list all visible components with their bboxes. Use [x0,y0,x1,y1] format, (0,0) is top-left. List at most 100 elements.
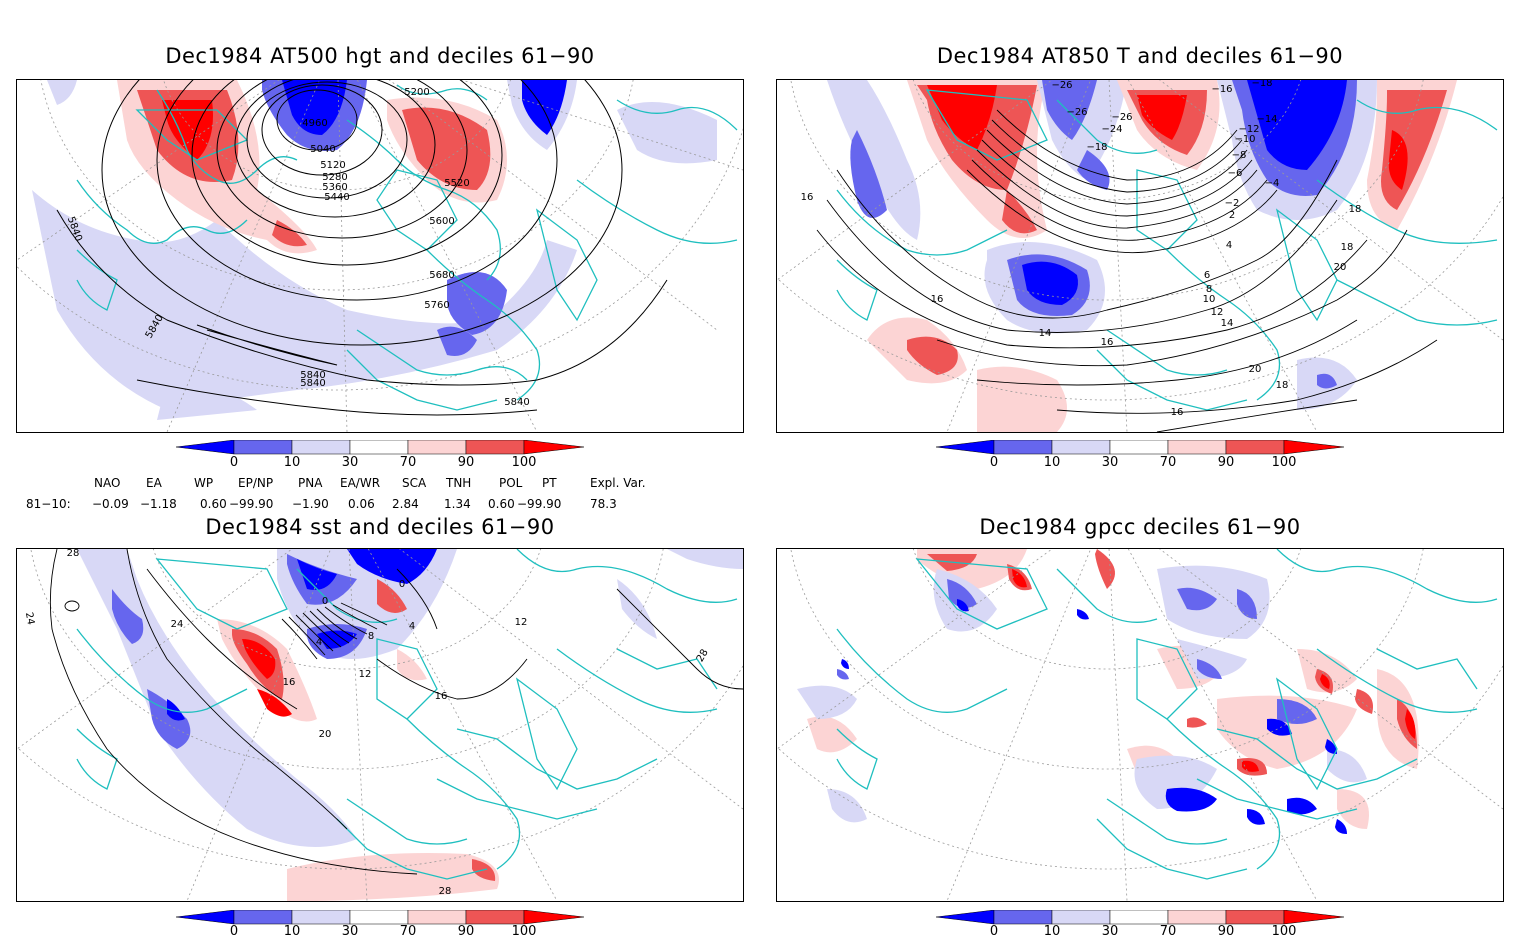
index-value: −99.90 [517,497,562,511]
map-panel-sst: 28 24 24 0 0 4 4 8 12 16 16 20 28 28 12 [16,548,744,902]
index-value: 0.60 [488,497,515,511]
index-value: 0.60 [200,497,227,511]
contour-label: 0 [399,579,405,590]
colorbar-label: 0 [229,455,239,470]
colorbar-label: 90 [1217,924,1235,939]
contour-label: 20 [319,729,332,740]
contour-label: 14 [1039,328,1052,339]
colorbar-label: 10 [283,924,301,939]
index-header: NAO [94,476,121,490]
contour-label: 28 [439,886,452,897]
colorbar-label: 30 [1101,455,1119,470]
contour-label: −16 [1211,84,1232,95]
contour-label: −24 [1101,124,1122,135]
contour-label: 16 [435,691,448,702]
panel-title-tl: Dec1984 AT500 hgt and deciles 61−90 [165,44,595,68]
colorbar-label: 10 [283,455,301,470]
contour-label: −10 [1234,134,1255,145]
contour-label: −18 [1251,80,1272,89]
index-value: 0.06 [348,497,375,511]
contour-label: 24 [23,611,36,625]
index-value: 78.3 [590,497,617,511]
colorbar-label: 70 [1159,924,1177,939]
colorbar-label: 100 [511,924,537,939]
contour-label: 5040 [310,144,335,155]
contour-label: 18 [1276,380,1289,391]
contour-label: 5760 [424,300,449,311]
contour-label: 16 [283,677,296,688]
colorbar-label: 100 [1271,924,1297,939]
contour-label: 12 [1211,307,1224,318]
index-header: EA/WR [340,476,381,490]
contour-label: 5600 [429,216,454,227]
contour-label: 5840 [504,397,529,408]
contour-label: 18 [1341,242,1354,253]
colorbar-label: 100 [511,455,537,470]
contour-label: 12 [359,669,372,680]
colorbar-top-right [936,440,1345,455]
contour-label: 4 [316,637,322,648]
map-panel-t850: −26 −26 −26 −24 −18 −16 −18 −14 −12 −10 … [776,79,1504,433]
contour-label: −4 [1265,178,1280,189]
index-header: POL [499,476,523,490]
index-header: TNH [446,476,472,490]
contour-label: −12 [1238,124,1259,135]
contour-label: 5520 [444,178,469,189]
index-row-label: 81−10: [26,497,71,511]
colorbar-label: 30 [341,455,359,470]
contour-label: 4 [1226,240,1232,251]
contour-label: 0 [322,596,328,607]
contour-label: −26 [1066,107,1087,118]
map-panel-hgt500: 5200 4960 5040 5120 5280 5360 5440 5520 … [16,79,744,433]
index-header: SCA [402,476,427,490]
contour-label: 4960 [302,118,327,129]
contour-label: 5440 [324,192,349,203]
index-value: −1.90 [292,497,329,511]
panel-title-tr: Dec1984 AT850 T and deciles 61−90 [936,44,1344,68]
contour-label: 24 [171,619,184,630]
colorbar-label: 100 [1271,455,1297,470]
index-value: −1.18 [140,497,177,511]
panel-title-bl: Dec1984 sst and deciles 61−90 [205,515,555,539]
contour-label: 16 [1171,407,1184,418]
map-panel-gpcc [776,548,1504,902]
contour-label: 28 [67,549,80,559]
colorbar-label: 0 [229,924,239,939]
contour-label: −8 [1232,150,1247,161]
contour-label: 14 [1221,318,1234,329]
shade-light-blue [32,190,577,410]
contour-label: 5200 [404,87,429,98]
colorbar-bottom-right [936,910,1345,925]
contour-label: −14 [1256,114,1277,125]
colorbar-label: 90 [457,455,475,470]
colorbar-label: 30 [1101,924,1119,939]
index-value: 2.84 [392,497,419,511]
contour-label: −18 [1086,142,1107,153]
contour-label: −2 [1225,198,1240,209]
contour-label: 8 [368,631,374,642]
colorbar-label: 0 [989,455,999,470]
contour-label: −26 [1051,80,1072,91]
contour-label: 20 [1334,262,1347,273]
colorbar-label: 90 [1217,455,1235,470]
colorbar-label: 70 [1159,455,1177,470]
shade-blue-med [447,272,507,335]
colorbar-label: 70 [399,924,417,939]
contour-label: −6 [1228,168,1243,179]
contour-label: 16 [931,294,944,305]
contour-label: 28 [695,647,711,664]
colorbar-label: 30 [341,924,359,939]
colorbar-label: 0 [989,924,999,939]
colorbar-label: 70 [399,455,417,470]
index-header: Expl. Var. [590,476,646,490]
index-header: WP [194,476,214,490]
contour-label: 6 [1204,270,1210,281]
contour-label: 16 [801,192,814,203]
index-header: PNA [298,476,323,490]
contour-label: 5680 [429,270,454,281]
contour-label: 10 [1203,294,1216,305]
contour-label: 5840 [300,370,325,381]
index-header: EA [146,476,162,490]
colorbar-label: 10 [1043,924,1061,939]
contour-label: 2 [1229,210,1235,221]
